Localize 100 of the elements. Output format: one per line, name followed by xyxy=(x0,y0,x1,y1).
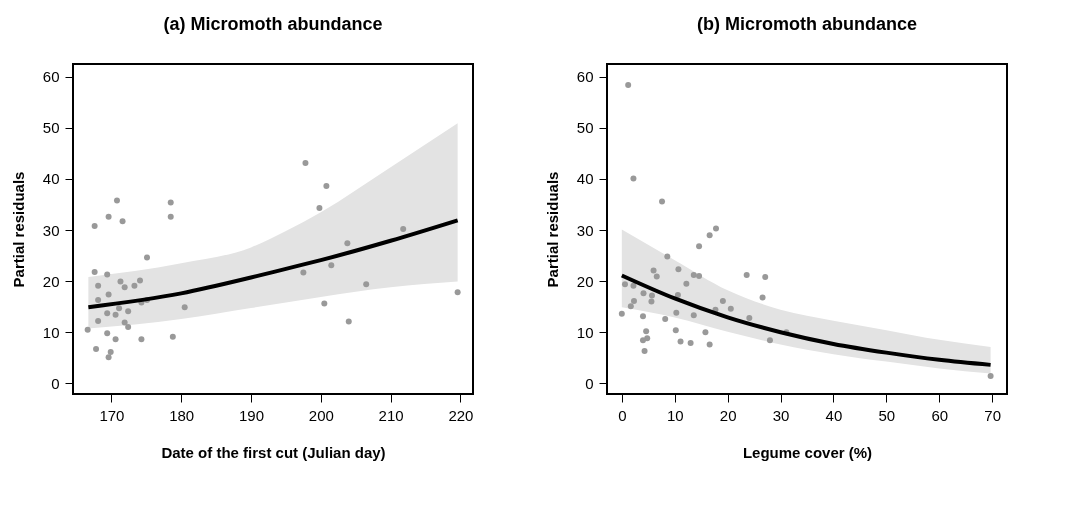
point xyxy=(696,273,703,279)
point xyxy=(169,333,176,340)
point xyxy=(119,218,126,225)
x-tick-label: 180 xyxy=(169,406,195,424)
x-tick-label: 210 xyxy=(378,406,404,424)
x-axis-title: Legume cover (%) xyxy=(742,443,873,461)
point xyxy=(302,160,309,167)
y-tick-label: 60 xyxy=(576,68,594,86)
point xyxy=(706,341,713,348)
point xyxy=(84,326,91,333)
y-tick-label: 0 xyxy=(51,374,60,392)
point xyxy=(117,278,124,285)
x-tick-label: 200 xyxy=(308,406,334,424)
point xyxy=(719,298,726,305)
point xyxy=(641,348,648,355)
point xyxy=(321,300,328,307)
point xyxy=(687,339,694,346)
y-tick-label: 10 xyxy=(576,323,594,341)
y-tick-label: 20 xyxy=(42,272,60,290)
point xyxy=(95,317,102,324)
point xyxy=(630,282,637,289)
point xyxy=(104,330,111,337)
point xyxy=(105,354,112,361)
y-tick-label: 10 xyxy=(42,323,60,341)
point xyxy=(144,254,150,261)
point xyxy=(640,290,647,297)
point xyxy=(702,329,709,336)
line-series xyxy=(86,218,460,310)
point xyxy=(112,336,119,343)
y-tick-label: 40 xyxy=(42,170,60,188)
y-tick-label: 0 xyxy=(585,374,594,392)
point xyxy=(113,197,120,204)
point xyxy=(125,308,132,315)
x-tick-label: 20 xyxy=(719,406,737,424)
point xyxy=(167,213,174,220)
point xyxy=(743,271,750,278)
point xyxy=(674,291,681,298)
point xyxy=(105,213,112,220)
x-tick-label: 70 xyxy=(984,406,1002,424)
x-tick-label: 0 xyxy=(618,406,627,424)
point xyxy=(690,271,697,278)
x-tick-label: 60 xyxy=(931,406,949,424)
chart-title: (a) Micromoth abundance xyxy=(163,14,383,34)
chart-title: (b) Micromoth abundance xyxy=(697,14,917,34)
x-tick-label: 170 xyxy=(99,406,125,424)
x-tick-label: 50 xyxy=(878,406,896,424)
point xyxy=(167,199,174,206)
point xyxy=(112,311,119,318)
point xyxy=(104,310,111,317)
x-tick-label: 40 xyxy=(825,406,843,424)
point xyxy=(621,281,628,288)
point xyxy=(344,240,351,247)
point xyxy=(316,205,323,212)
point xyxy=(675,266,682,273)
point xyxy=(659,198,666,205)
point xyxy=(627,303,634,310)
point xyxy=(625,81,632,88)
point xyxy=(400,226,407,232)
point xyxy=(454,289,461,296)
y-axis-title: Partial residuals xyxy=(543,171,561,288)
y-tick-label: 30 xyxy=(576,221,594,239)
point xyxy=(618,310,625,317)
x-tick-label: 30 xyxy=(772,406,790,424)
point xyxy=(630,298,637,305)
point xyxy=(104,271,111,278)
y-tick-label: 40 xyxy=(576,170,594,188)
point xyxy=(95,282,102,289)
point xyxy=(131,282,138,289)
point xyxy=(690,312,697,319)
point xyxy=(672,327,679,334)
point xyxy=(648,292,655,299)
x-axis-title: Date of the first cut (Julian day) xyxy=(161,443,386,461)
point xyxy=(363,281,370,288)
point xyxy=(727,305,734,312)
y-tick-label: 50 xyxy=(42,119,60,137)
y-tick-label: 20 xyxy=(576,272,594,290)
point xyxy=(105,291,112,298)
point xyxy=(677,338,684,345)
point xyxy=(653,273,660,280)
x-tick-label: 220 xyxy=(448,406,474,424)
point xyxy=(137,277,144,284)
point xyxy=(95,297,102,303)
point xyxy=(650,267,657,274)
y-tick-label: 30 xyxy=(42,221,60,239)
point xyxy=(107,349,114,356)
point xyxy=(639,313,646,320)
line-series xyxy=(619,273,993,367)
point xyxy=(673,309,680,316)
point xyxy=(648,298,655,305)
point xyxy=(706,232,713,239)
point xyxy=(91,222,98,229)
point xyxy=(662,315,669,322)
point xyxy=(300,269,307,276)
point xyxy=(345,318,352,325)
point xyxy=(125,324,132,331)
y-tick-label: 60 xyxy=(42,68,60,86)
point xyxy=(766,337,773,344)
y-tick-label: 50 xyxy=(576,119,594,137)
point xyxy=(759,294,766,301)
point xyxy=(639,337,646,344)
